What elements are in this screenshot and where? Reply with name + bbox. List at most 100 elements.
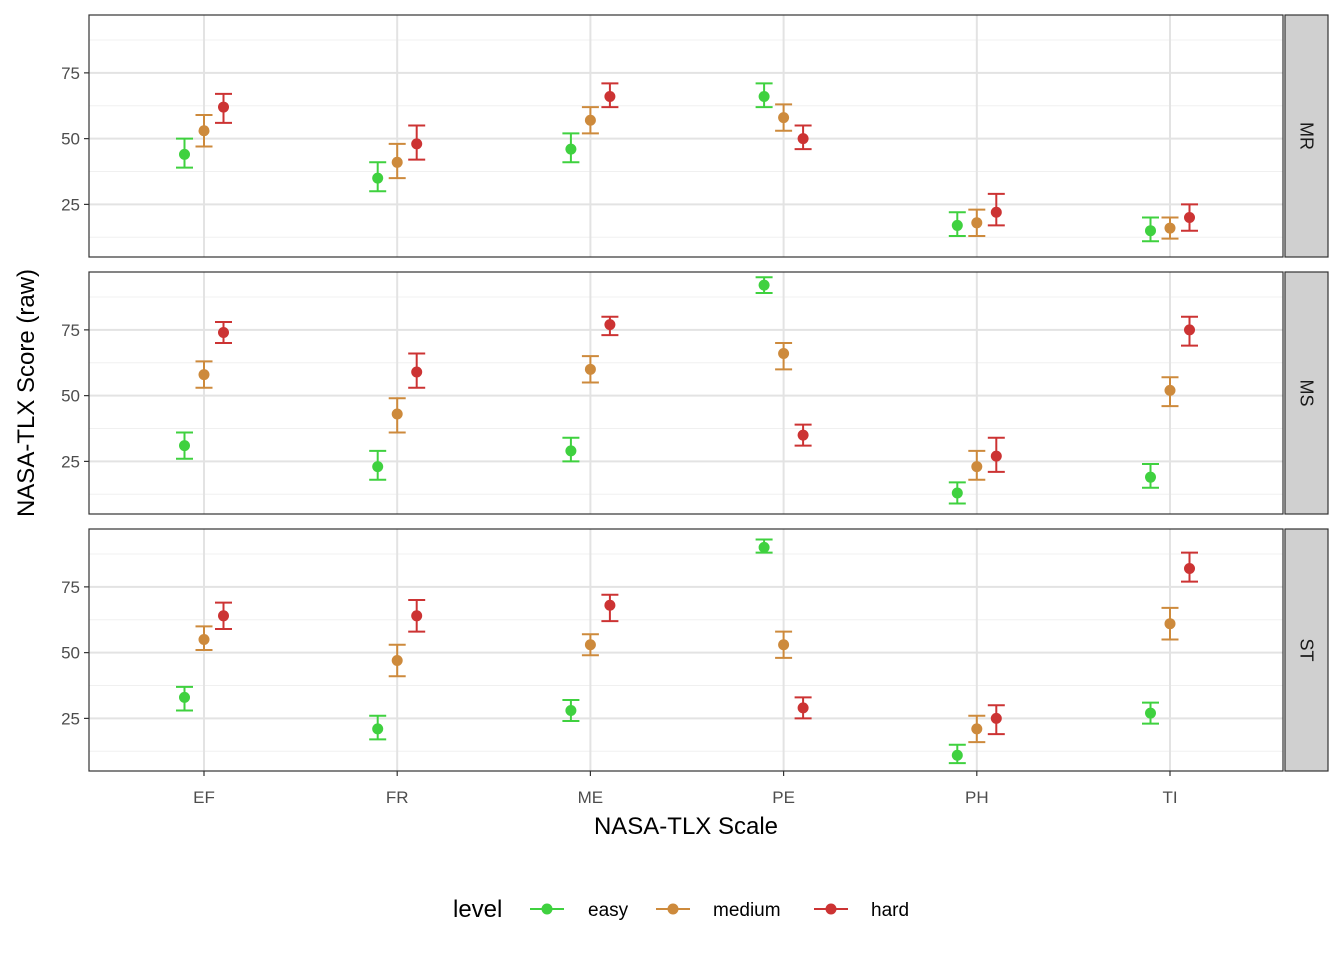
point-medium-ph bbox=[971, 461, 983, 473]
point-easy-pe bbox=[758, 279, 770, 291]
point-medium-me bbox=[584, 114, 596, 126]
y-tick-label: 75 bbox=[61, 321, 80, 340]
point-medium-fr bbox=[391, 408, 403, 420]
point-easy-ti bbox=[1145, 225, 1156, 237]
point-hard-fr bbox=[411, 138, 423, 150]
x-tick-label: EF bbox=[193, 788, 215, 807]
facet-strip-label: MR bbox=[1297, 122, 1317, 150]
panel-background bbox=[89, 529, 1283, 771]
x-tick-label: FR bbox=[386, 788, 409, 807]
legend: level easy medium hard bbox=[453, 896, 909, 923]
point-easy-ph bbox=[951, 749, 963, 761]
point-medium-ti bbox=[1164, 384, 1176, 396]
y-tick-label: 25 bbox=[61, 709, 80, 728]
point-hard-fr bbox=[411, 610, 423, 622]
point-hard-pe bbox=[797, 133, 809, 145]
point-easy-me bbox=[565, 705, 577, 716]
point-medium-ti bbox=[1164, 618, 1176, 630]
x-axis: EF FR ME PE PH TI bbox=[193, 771, 1178, 807]
point-medium-ef bbox=[198, 633, 210, 645]
legend-key-point bbox=[825, 903, 837, 915]
point-medium-pe bbox=[778, 348, 790, 360]
legend-label-easy: easy bbox=[588, 900, 629, 921]
panel-border bbox=[88, 14, 1284, 258]
point-medium-ph bbox=[971, 217, 983, 229]
y-tick-label: 50 bbox=[61, 644, 80, 663]
x-tick-label: TI bbox=[1162, 788, 1177, 807]
point-easy-ef bbox=[179, 148, 190, 160]
point-easy-ti bbox=[1145, 471, 1156, 483]
y-axis-title: NASA-TLX Score (raw) bbox=[13, 269, 40, 517]
facet-strip bbox=[1284, 14, 1329, 258]
point-easy-ef bbox=[179, 440, 190, 452]
facet-strip bbox=[1284, 528, 1329, 772]
y-tick-label: 75 bbox=[61, 64, 80, 83]
legend-label-medium: medium bbox=[713, 900, 781, 921]
legend-key-point bbox=[667, 903, 679, 915]
point-medium-ef bbox=[198, 125, 210, 137]
point-hard-fr bbox=[411, 366, 423, 378]
legend-key-hard bbox=[814, 903, 848, 915]
legend-key-easy bbox=[530, 903, 564, 915]
facet-panels: 25 50 75 MR 25 50 75 MS 25 50 75 ST bbox=[61, 14, 1329, 772]
point-medium-ti bbox=[1164, 222, 1176, 234]
y-tick-label: 25 bbox=[61, 452, 80, 471]
point-medium-ef bbox=[198, 369, 210, 381]
point-easy-fr bbox=[372, 172, 384, 184]
point-easy-ph bbox=[951, 219, 963, 231]
x-tick-label: ME bbox=[578, 788, 604, 807]
point-hard-ef bbox=[218, 101, 229, 113]
point-hard-ph bbox=[990, 450, 1002, 462]
legend-key-point bbox=[541, 903, 553, 915]
legend-title: level bbox=[453, 896, 502, 923]
point-medium-fr bbox=[391, 655, 403, 667]
legend-label-hard: hard bbox=[871, 900, 909, 921]
facet-panel-ms: 25 50 75 MS bbox=[61, 271, 1329, 515]
point-easy-ti bbox=[1145, 707, 1156, 719]
point-easy-pe bbox=[758, 91, 770, 103]
y-tick-label: 50 bbox=[61, 130, 80, 149]
facet-strip bbox=[1284, 271, 1329, 515]
facet-strip-label: ST bbox=[1297, 638, 1317, 661]
point-hard-me bbox=[604, 319, 616, 331]
facet-panel-st: 25 50 75 ST bbox=[61, 528, 1329, 772]
point-medium-me bbox=[584, 363, 596, 375]
point-hard-pe bbox=[797, 702, 809, 714]
point-hard-ef bbox=[218, 327, 229, 338]
point-hard-ti bbox=[1184, 212, 1195, 224]
panel-border bbox=[88, 271, 1284, 515]
point-easy-fr bbox=[372, 461, 384, 473]
point-hard-ph bbox=[990, 712, 1002, 724]
point-medium-pe bbox=[778, 112, 790, 124]
point-hard-ef bbox=[218, 610, 229, 622]
point-easy-pe bbox=[758, 541, 770, 553]
point-hard-ti bbox=[1184, 324, 1195, 336]
point-hard-ph bbox=[990, 206, 1002, 218]
point-hard-me bbox=[604, 599, 616, 611]
panel-background bbox=[89, 15, 1283, 257]
point-hard-me bbox=[604, 91, 616, 103]
point-easy-ph bbox=[951, 487, 963, 499]
x-axis-title: NASA-TLX Scale bbox=[594, 813, 778, 840]
point-medium-me bbox=[584, 639, 596, 651]
point-easy-fr bbox=[372, 723, 384, 735]
panel-border bbox=[88, 528, 1284, 772]
facet-panel-mr: 25 50 75 MR bbox=[61, 14, 1329, 258]
point-hard-pe bbox=[797, 429, 809, 441]
facet-strip-label: MS bbox=[1297, 380, 1317, 407]
panel-background bbox=[89, 272, 1283, 514]
y-tick-label: 25 bbox=[61, 195, 80, 214]
point-easy-ef bbox=[179, 691, 190, 703]
point-easy-me bbox=[565, 445, 577, 457]
point-medium-fr bbox=[391, 156, 403, 168]
y-tick-label: 75 bbox=[61, 578, 80, 597]
point-medium-ph bbox=[971, 723, 983, 735]
point-easy-me bbox=[565, 143, 577, 155]
x-tick-label: PE bbox=[772, 788, 795, 807]
legend-key-medium bbox=[656, 903, 690, 915]
point-hard-ti bbox=[1184, 562, 1195, 574]
x-tick-label: PH bbox=[965, 788, 989, 807]
y-tick-label: 50 bbox=[61, 387, 80, 406]
point-medium-pe bbox=[778, 639, 790, 651]
